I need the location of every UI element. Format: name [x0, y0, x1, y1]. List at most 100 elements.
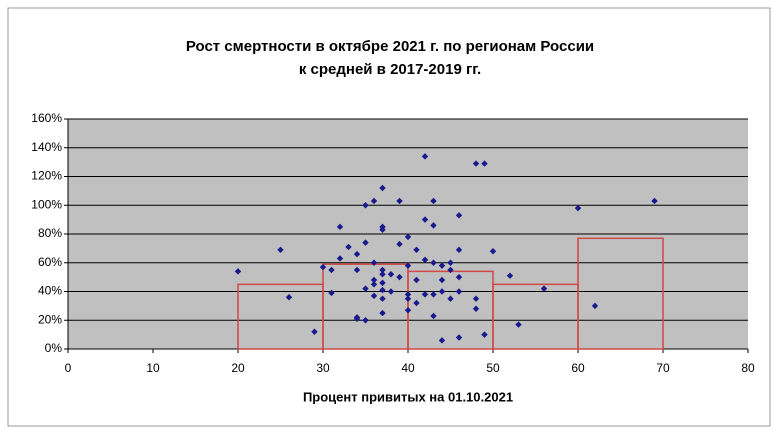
bar — [577, 237, 664, 350]
point — [481, 331, 488, 338]
point — [430, 222, 437, 229]
point — [404, 233, 412, 241]
point — [421, 153, 429, 160]
point — [396, 197, 403, 205]
point — [370, 281, 378, 288]
point — [404, 262, 412, 269]
point — [328, 289, 335, 297]
point — [362, 202, 369, 209]
x-tick-label: 30 — [316, 361, 330, 375]
x-tick-label: 20 — [231, 361, 245, 375]
point — [447, 295, 454, 302]
point — [506, 272, 514, 279]
x-tick-label: 40 — [401, 361, 415, 375]
point — [404, 291, 412, 298]
point — [430, 259, 437, 266]
y-tick-label: 100% — [31, 197, 62, 211]
x-tick-label: 60 — [571, 361, 585, 375]
point — [328, 266, 335, 274]
point — [413, 246, 420, 254]
point — [379, 286, 386, 294]
x-axis-label: Процент привитых на 01.10.2021 — [303, 389, 513, 404]
point — [353, 250, 361, 258]
y-tick-label: 60% — [38, 255, 62, 269]
x-tick-label: 10 — [146, 361, 160, 375]
point — [379, 271, 386, 278]
point — [285, 294, 293, 301]
point — [455, 273, 463, 281]
point — [379, 279, 386, 287]
point — [370, 292, 378, 300]
point — [362, 317, 369, 324]
point — [362, 239, 369, 246]
point — [651, 197, 658, 205]
point — [387, 271, 395, 278]
point — [540, 285, 548, 292]
point — [438, 288, 446, 295]
point — [311, 328, 318, 335]
point — [421, 291, 429, 298]
point — [455, 334, 463, 341]
point — [591, 302, 599, 310]
y-tick-label: 120% — [31, 169, 62, 183]
y-tick-label: 20% — [38, 312, 62, 326]
x-tick-label: 0 — [65, 361, 72, 375]
point — [379, 309, 386, 317]
point — [370, 276, 378, 284]
x-tick-label: 70 — [656, 361, 670, 375]
point — [277, 246, 284, 254]
point — [430, 312, 437, 320]
point — [234, 268, 242, 275]
y-tick-label: 0% — [45, 341, 63, 355]
chart-title: Рост смертности в октябре 2021 г. по рег… — [186, 38, 594, 55]
point — [396, 240, 403, 248]
point — [370, 197, 378, 205]
point — [345, 243, 352, 251]
y-tick-label: 80% — [38, 226, 62, 240]
point — [379, 226, 386, 233]
point — [370, 259, 378, 266]
point — [336, 223, 344, 231]
point — [430, 291, 437, 298]
point — [413, 276, 420, 284]
y-tick-label: 160% — [31, 111, 62, 125]
point — [472, 295, 480, 302]
point — [489, 248, 497, 255]
y-tick-label: 140% — [31, 140, 62, 154]
point — [574, 204, 582, 212]
x-tick-label: 80 — [741, 361, 755, 375]
point — [362, 285, 369, 292]
point — [353, 315, 361, 323]
point — [447, 266, 454, 274]
point — [379, 184, 386, 192]
point — [455, 212, 463, 219]
point — [379, 266, 386, 274]
point — [481, 160, 488, 167]
point — [438, 337, 446, 344]
point — [438, 276, 446, 284]
point — [438, 262, 446, 269]
point — [447, 259, 454, 266]
point — [472, 160, 480, 167]
point — [319, 263, 327, 271]
point — [336, 255, 344, 262]
point — [472, 305, 480, 312]
point — [430, 197, 437, 205]
x-tick-label: 50 — [486, 361, 500, 375]
point — [404, 306, 412, 314]
point — [379, 295, 386, 302]
chart-title: к средней в 2017-2019 гг. — [299, 61, 481, 78]
point — [404, 295, 412, 302]
point — [396, 273, 403, 281]
point — [421, 216, 429, 223]
point — [421, 256, 429, 264]
point — [387, 288, 395, 295]
point — [413, 299, 420, 307]
point — [515, 321, 522, 328]
point — [455, 288, 463, 295]
point — [455, 246, 463, 254]
y-tick-label: 40% — [38, 284, 62, 298]
point — [353, 266, 361, 274]
